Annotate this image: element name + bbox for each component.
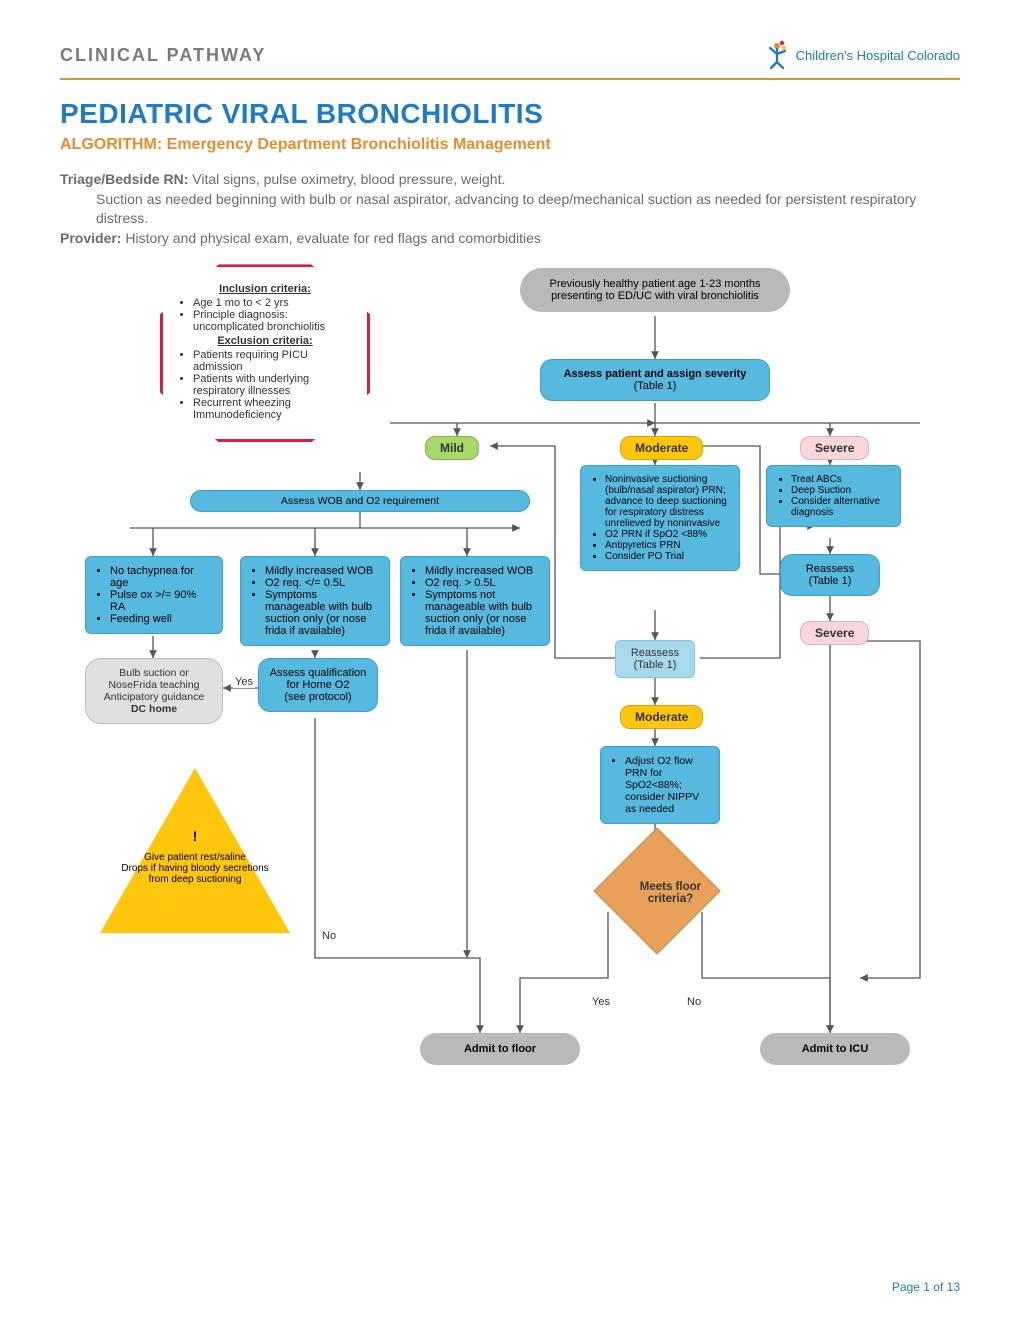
- provider-line: History and physical exam, evaluate for …: [121, 230, 540, 246]
- home-o2-node: Assess qualification for Home O2 (see pr…: [258, 658, 378, 712]
- list-item: Symptoms manageable with bulb suction on…: [265, 589, 379, 637]
- assess-sub: (Table 1): [551, 380, 759, 392]
- list-item: Recurrent wheezing: [193, 397, 353, 409]
- no-label: No: [320, 930, 338, 942]
- list-item: Symptoms not manageable with bulb suctio…: [425, 589, 539, 637]
- moderate-actions-box: Noninvasive suctioning (bulb/nasal aspir…: [580, 465, 740, 571]
- list-item: Age 1 mo to < 2 yrs: [193, 297, 353, 309]
- moderate-pill: Moderate: [620, 436, 703, 460]
- list-item: Treat ABCs: [791, 474, 890, 485]
- reassess-label: Reassess: [624, 647, 686, 659]
- list-item: Consider PO Trial: [605, 551, 729, 562]
- warning-text: ! Give patient rest/saline Drops if havi…: [120, 828, 270, 885]
- provider-label: Provider:: [60, 230, 121, 246]
- rn-line1: Vital signs, pulse oximetry, blood press…: [188, 171, 505, 187]
- admit-icu-node: Admit to ICU: [760, 1033, 910, 1065]
- list-item: Adjust O2 flow PRN for SpO2<88%; conside…: [625, 755, 709, 815]
- list-item: O2 req. </= 0.5L: [265, 577, 379, 589]
- yes-label-2: Yes: [590, 996, 612, 1008]
- list-item: Deep Suction: [791, 485, 890, 496]
- warning-body: Give patient rest/saline Drops if having…: [120, 852, 270, 885]
- no-label-2: No: [685, 996, 703, 1008]
- mild-box-c: Mildly increased WOB O2 req. > 0.5L Symp…: [400, 556, 550, 646]
- admit-floor-node: Admit to floor: [420, 1033, 580, 1065]
- list-item: Principle diagnosis: uncomplicated bronc…: [193, 309, 353, 333]
- adjust-o2-box: Adjust O2 flow PRN for SpO2<88%; conside…: [600, 746, 720, 824]
- moderate2-pill: Moderate: [620, 705, 703, 729]
- reassess-sub: (Table 1): [791, 575, 869, 587]
- reassess-moderate-node: Reassess (Table 1): [615, 640, 695, 678]
- exclusion-title: Exclusion criteria:: [177, 335, 353, 347]
- list-item: O2 PRN if SpO2 <88%: [605, 529, 729, 540]
- start-node: Previously healthy patient age 1-23 mont…: [520, 268, 790, 312]
- rn-label: Triage/Bedside RN:: [60, 171, 188, 187]
- hospital-logo: Children's Hospital Colorado: [764, 40, 960, 70]
- page-subtitle: ALGORITHM: Emergency Department Bronchio…: [60, 136, 960, 154]
- person-icon: [764, 40, 790, 70]
- list-item: Noninvasive suctioning (bulb/nasal aspir…: [605, 474, 729, 529]
- mild-box-b: Mildly increased WOB O2 req. </= 0.5L Sy…: [240, 556, 390, 646]
- page-title: PEDIATRIC VIRAL BRONCHIOLITIS: [60, 98, 960, 130]
- list-item: Immunodeficiency: [193, 409, 353, 421]
- list-item: Patients with underlying respiratory ill…: [193, 373, 353, 397]
- exclusion-list: Patients requiring PICU admission Patien…: [177, 349, 353, 421]
- intro-text: Triage/Bedside RN: Vital signs, pulse ox…: [60, 170, 960, 248]
- reassess-label: Reassess: [791, 563, 869, 575]
- mild-pill: Mild: [425, 436, 479, 460]
- reassess-sub: (Table 1): [624, 659, 686, 671]
- inclusion-title: Inclusion criteria:: [177, 283, 353, 295]
- mild-box-a: No tachypnea for age Pulse ox >/= 90% RA…: [85, 556, 223, 634]
- severe-actions-box: Treat ABCs Deep Suction Consider alterna…: [766, 465, 901, 527]
- severe2-pill: Severe: [800, 621, 869, 645]
- decision-label: Meets floor criteria?: [625, 853, 715, 905]
- list-item: Mildly increased WOB: [425, 565, 539, 577]
- warning-bang: !: [120, 828, 270, 844]
- assess-title: Assess patient and assign severity: [551, 368, 759, 380]
- rn-line2: Suction as needed beginning with bulb or…: [60, 190, 960, 229]
- yes-label: Yes: [233, 676, 255, 688]
- dc-home-node: Bulb suction or NoseFrida teaching Antic…: [85, 658, 223, 724]
- list-item: No tachypnea for age: [110, 565, 212, 589]
- assess-wob-node: Assess WOB and O2 requirement: [190, 490, 530, 512]
- list-item: O2 req. > 0.5L: [425, 577, 539, 589]
- list-item: Mildly increased WOB: [265, 565, 379, 577]
- reassess-severe-node: Reassess (Table 1): [780, 554, 880, 596]
- header-divider: [60, 78, 960, 80]
- list-item: Patients requiring PICU admission: [193, 349, 353, 373]
- severe-pill: Severe: [800, 436, 869, 460]
- flowchart: Inclusion criteria: Age 1 mo to < 2 yrs …: [60, 258, 960, 1218]
- list-item: Feeding well: [110, 613, 212, 625]
- list-item: Antipyretics PRN: [605, 540, 729, 551]
- inclusion-list: Age 1 mo to < 2 yrs Principle diagnosis:…: [177, 297, 353, 333]
- assess-severity-node: Assess patient and assign severity (Tabl…: [540, 359, 770, 401]
- list-item: Pulse ox >/= 90% RA: [110, 589, 212, 613]
- logo-text: Children's Hospital Colorado: [796, 48, 960, 63]
- page-footer: Page 1 of 13: [892, 1280, 960, 1294]
- list-item: Consider alternative diagnosis: [791, 496, 890, 518]
- section-heading: CLINICAL PATHWAY: [60, 45, 266, 66]
- meets-floor-decision: Meets floor criteria?: [593, 828, 720, 955]
- criteria-octagon: Inclusion criteria: Age 1 mo to < 2 yrs …: [160, 264, 370, 442]
